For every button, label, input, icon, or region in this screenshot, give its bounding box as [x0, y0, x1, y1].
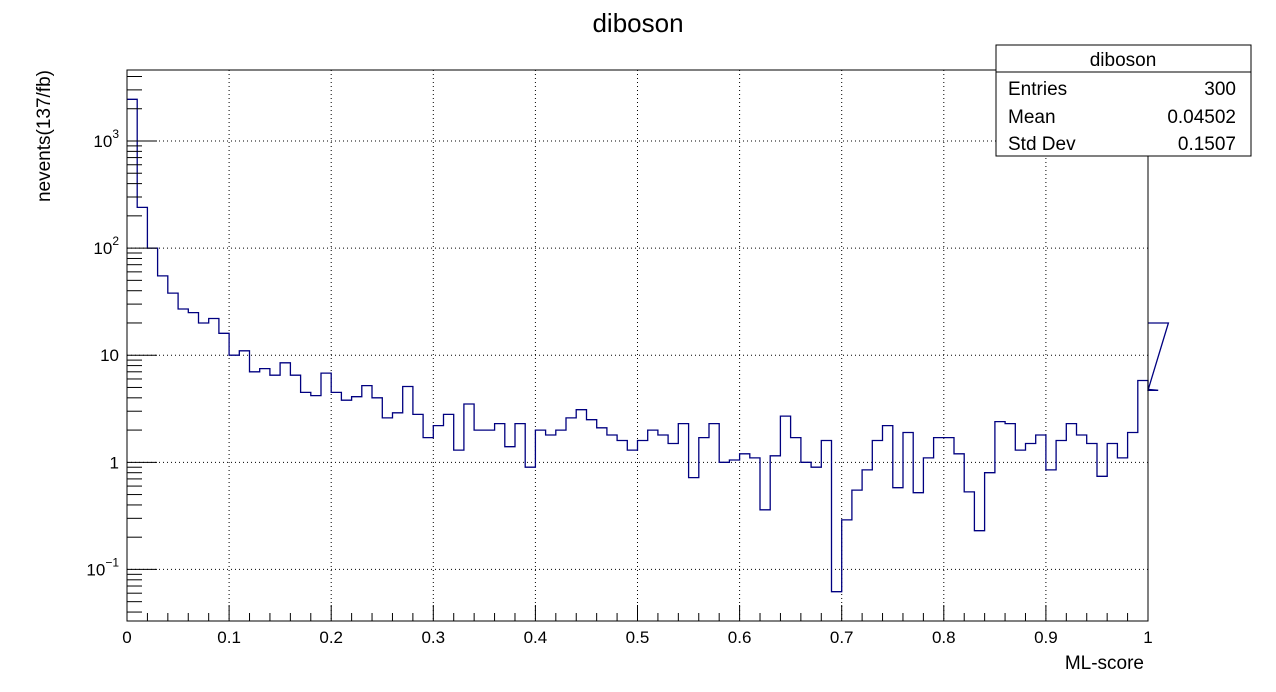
x-axis: 0 0.1 0.2 0.3 0.4 0.5 0.6 0.7 0.8 0.9 1 [122, 605, 1153, 647]
y-tick-label: 10−1 [86, 555, 119, 579]
x-tick-label: 0.9 [1034, 628, 1058, 647]
stats-value-entries: 300 [1204, 79, 1236, 100]
x-tick-label: 0.8 [932, 628, 956, 647]
stats-value-stddev: 0.1507 [1178, 134, 1236, 155]
x-tick-label: 0.7 [830, 628, 854, 647]
chart-title: diboson [592, 8, 683, 38]
grid-lines [127, 70, 1148, 621]
x-tick-label: 0.5 [626, 628, 650, 647]
x-tick-label: 0.6 [728, 628, 752, 647]
y-tick-label: 1 [110, 453, 119, 472]
y-tick-label: 10 [100, 346, 119, 365]
x-tick-label: 0.2 [319, 628, 343, 647]
x-tick-label: 1 [1143, 628, 1152, 647]
stats-box-frame [995, 44, 1252, 157]
x-axis-label: ML-score [1065, 653, 1144, 674]
stats-box-title: diboson [1090, 50, 1157, 71]
stats-box: diboson Entries 300 Mean 0.04502 Std Dev… [995, 44, 1252, 157]
histogram-line [127, 98, 1170, 593]
stats-value-mean: 0.04502 [1167, 107, 1236, 128]
y-tick-label: 102 [93, 234, 119, 258]
stats-label-mean: Mean [1008, 107, 1056, 128]
x-tick-label: 0.1 [217, 628, 241, 647]
y-tick-label: 103 [93, 127, 119, 151]
x-tick-label: 0 [122, 628, 131, 647]
x-tick-label: 0.3 [421, 628, 445, 647]
stats-label-entries: Entries [1008, 79, 1067, 100]
stats-label-stddev: Std Dev [1008, 134, 1076, 155]
y-axis-label: nevents(137/fb) [34, 70, 55, 202]
histogram-series [127, 98, 1170, 593]
x-tick-label: 0.4 [524, 628, 548, 647]
y-axis: 10−1 1 10 102 103 [86, 76, 157, 613]
